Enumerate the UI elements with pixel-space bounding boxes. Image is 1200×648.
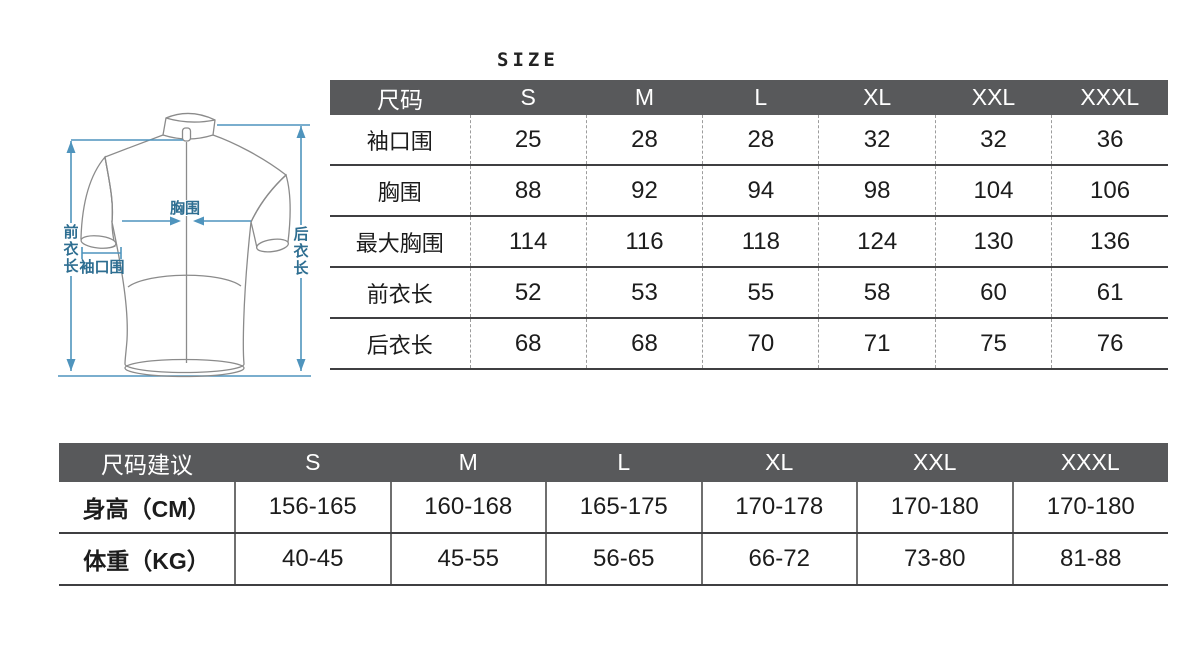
value-cell: 136	[1051, 216, 1168, 268]
value-cell: 165-175	[545, 482, 702, 534]
value-cell: 92	[585, 165, 703, 217]
value-cell: 73-80	[856, 533, 1013, 586]
jersey-measurement-diagram: 胸围 前衣长 袖口围 后衣长	[58, 112, 311, 378]
front-length-label: 前衣长	[63, 223, 79, 275]
arrowhead-down-icon	[296, 359, 306, 371]
header-label-cell: 尺码	[330, 80, 470, 115]
value-cell: 170-180	[1011, 482, 1168, 534]
row-label-cell: 袖口围	[330, 115, 470, 166]
value-cell: 28	[585, 115, 703, 166]
value-cell: 61	[1051, 267, 1168, 319]
zipper-pull	[181, 127, 192, 142]
value-cell: 75	[934, 318, 1052, 370]
value-cell: 40-45	[234, 533, 391, 586]
value-cell: 52	[469, 267, 587, 319]
right-cuff	[255, 238, 290, 253]
table-row: 袖口围 25 28 28 32 32 36	[330, 115, 1168, 166]
value-cell: 68	[585, 318, 703, 370]
value-cell: 170-178	[700, 482, 857, 534]
collar-front-rim	[165, 117, 216, 123]
value-cell: 45-55	[389, 533, 546, 586]
header-size-cell: S	[235, 443, 391, 482]
arrowhead-up-icon	[296, 126, 306, 138]
size-title: SIZE	[497, 49, 559, 71]
header-size-cell: M	[390, 443, 546, 482]
header-size-cell: XL	[701, 443, 857, 482]
header-size-cell: L	[702, 80, 819, 115]
jersey-body	[104, 134, 288, 374]
arrowhead-left-icon	[193, 216, 204, 226]
header-row: 尺码 S M L XL XXL XXXL	[330, 80, 1168, 115]
header-size-cell: L	[546, 443, 702, 482]
value-cell: 68	[469, 318, 587, 370]
value-cell: 88	[469, 165, 587, 217]
value-cell: 70	[702, 318, 819, 370]
header-size-cell: XXL	[935, 80, 1052, 115]
value-cell: 32	[934, 115, 1052, 166]
row-label-cell: 胸围	[330, 165, 470, 217]
value-cell: 66-72	[700, 533, 857, 586]
row-label-cell: 体重（KG）	[59, 533, 235, 586]
table-row: 胸围 88 92 94 98 104 106	[330, 165, 1168, 217]
value-cell: 130	[934, 216, 1052, 268]
row-label-cell: 身高（CM）	[59, 482, 235, 534]
row-label-cell: 后衣长	[330, 318, 470, 370]
right-armhole-seam	[250, 174, 287, 223]
table-row: 最大胸围 114 116 118 124 130 136	[330, 216, 1168, 268]
table-row: 体重（KG） 40-45 45-55 56-65 66-72 73-80 81-88	[59, 533, 1168, 586]
back-length-label: 后衣长	[293, 226, 309, 277]
value-cell: 106	[1051, 165, 1168, 217]
table-row: 身高（CM） 156-165 160-168 165-175 170-178 170-18…	[59, 482, 1168, 534]
arrowhead-up-icon	[66, 141, 76, 153]
value-cell: 156-165	[234, 482, 391, 534]
value-cell: 160-168	[389, 482, 546, 534]
left-armhole-seam	[104, 156, 114, 223]
value-cell: 36	[1051, 115, 1168, 166]
size-table: 尺码 S M L XL XXL XXXL 袖口围 25 28 28 32 32 36 胸围 88 92 94 98 1…	[330, 80, 1168, 370]
value-cell: 25	[469, 115, 587, 166]
value-cell: 71	[818, 318, 936, 370]
value-cell: 124	[818, 216, 936, 268]
header-size-cell: XXL	[857, 443, 1013, 482]
hem-ellipse	[124, 358, 245, 378]
cuff-label: 袖口围	[79, 258, 124, 276]
value-cell: 28	[702, 115, 819, 166]
row-label-cell: 最大胸围	[330, 216, 470, 268]
value-cell: 118	[702, 216, 819, 268]
value-cell: 98	[818, 165, 936, 217]
header-size-cell: XXXL	[1012, 443, 1168, 482]
value-cell: 76	[1051, 318, 1168, 370]
hip-seam-curve	[127, 274, 242, 288]
value-cell: 104	[934, 165, 1052, 217]
header-label-cell: 尺码建议	[59, 443, 235, 482]
value-cell: 116	[585, 216, 703, 268]
value-cell: 170-180	[856, 482, 1013, 534]
value-cell: 81-88	[1011, 533, 1168, 586]
table-row: 后衣长 68 68 70 71 75 76	[330, 318, 1168, 370]
value-cell: 114	[469, 216, 587, 268]
value-cell: 32	[818, 115, 936, 166]
arrowhead-right-icon	[170, 216, 181, 226]
value-cell: 56-65	[545, 533, 702, 586]
value-cell: 60	[934, 267, 1052, 319]
size-suggestion-table: 尺码建议 S M L XL XXL XXXL 身高（CM） 156-165 160-168 165-…	[59, 443, 1168, 586]
row-label-cell: 前衣长	[330, 267, 470, 319]
value-cell: 53	[585, 267, 703, 319]
header-size-cell: XL	[818, 80, 936, 115]
header-size-cell: M	[586, 80, 703, 115]
value-cell: 94	[702, 165, 819, 217]
arrowhead-down-icon	[66, 359, 76, 371]
table-row: 前衣长 52 53 55 58 60 61	[330, 267, 1168, 319]
header-size-cell: S	[470, 80, 587, 115]
value-cell: 58	[818, 267, 936, 319]
chest-label: 胸围	[170, 199, 200, 217]
header-row: 尺码建议 S M L XL XXL XXXL	[59, 443, 1168, 482]
value-cell: 55	[702, 267, 819, 319]
header-size-cell: XXXL	[1051, 80, 1168, 115]
